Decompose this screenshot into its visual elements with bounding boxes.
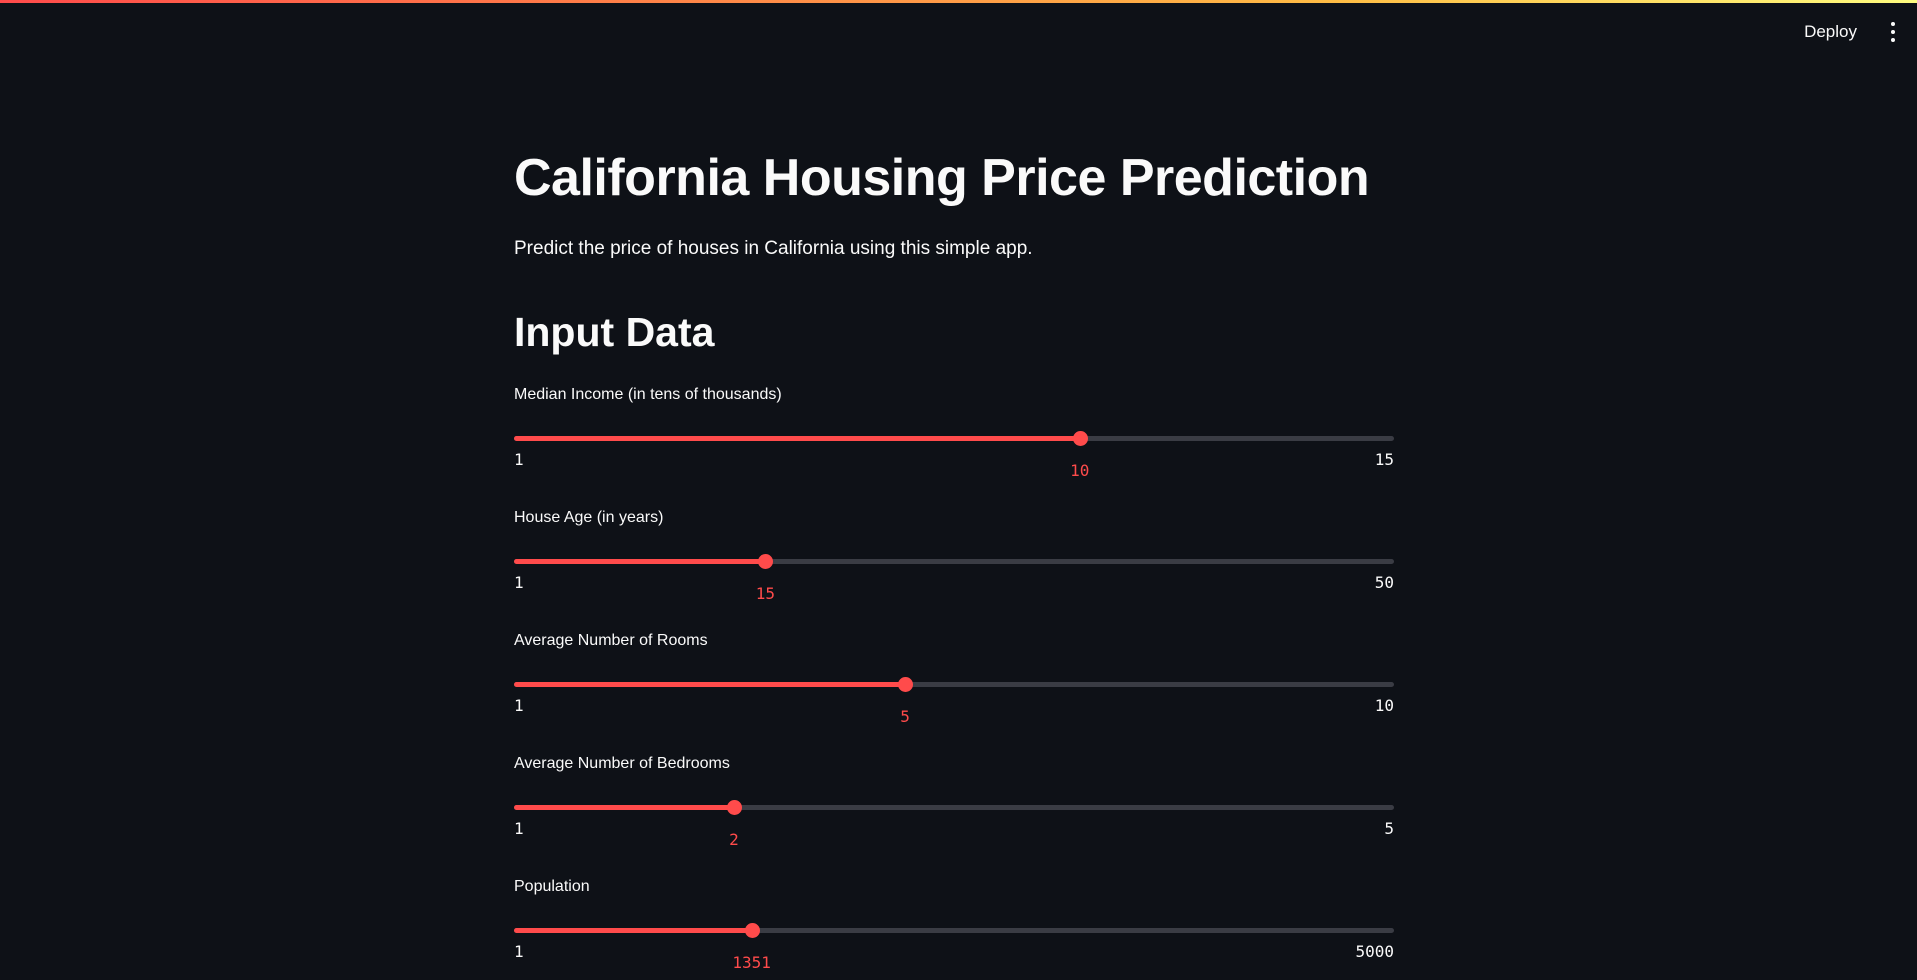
slider-min-label: 1 [514, 573, 524, 592]
page-subtitle: Predict the price of houses in Californi… [514, 238, 1033, 259]
slider-population: Population 1351 1 5000 [514, 876, 1394, 976]
slider-current-value: 2 [729, 830, 739, 849]
slider-track[interactable]: 2 [514, 800, 1394, 849]
slider-min-label: 1 [514, 450, 524, 469]
slider-min-label: 1 [514, 942, 524, 961]
slider-track[interactable]: 10 [514, 431, 1394, 480]
page-title: California Housing Price Prediction [514, 149, 1370, 207]
slider-label: Average Number of Bedrooms [514, 755, 730, 772]
slider-label: House Age (in years) [514, 509, 664, 526]
top-decoration-bar [0, 0, 1917, 3]
slider-fill [514, 805, 734, 810]
slider-thumb[interactable] [758, 554, 774, 569]
slider-fill [514, 436, 1080, 441]
slider-track[interactable]: 5 [514, 677, 1394, 726]
slider-thumb[interactable] [1072, 431, 1088, 446]
slider-current-value: 5 [900, 707, 910, 726]
slider-track[interactable]: 1351 [514, 923, 1394, 972]
slider-current-value: 10 [1070, 461, 1090, 480]
slider-track[interactable]: 15 [514, 554, 1394, 603]
slider-label: Median Income (in tens of thousands) [514, 386, 782, 403]
slider-thumb[interactable] [744, 923, 760, 938]
slider-average-bedrooms: Average Number of Bedrooms 2 1 5 [514, 753, 1394, 853]
vertical-ellipsis-icon[interactable] [1883, 20, 1903, 44]
slider-min-label: 1 [514, 819, 524, 838]
slider-house-age: House Age (in years) 15 1 50 [514, 507, 1394, 607]
slider-median-income: Median Income (in tens of thousands) 10 … [514, 384, 1394, 484]
slider-fill [514, 559, 766, 564]
slider-max-label: 10 [1374, 696, 1394, 715]
section-heading-input-data: Input Data [514, 309, 715, 355]
slider-max-label: 15 [1374, 450, 1394, 469]
slider-thumb[interactable] [898, 677, 914, 692]
app-header: Deploy [1800, 12, 1903, 52]
slider-max-label: 5 [1384, 819, 1394, 838]
slider-label: Average Number of Rooms [514, 632, 708, 649]
slider-min-label: 1 [514, 696, 524, 715]
slider-thumb[interactable] [727, 800, 742, 815]
slider-fill [514, 928, 752, 933]
slider-label: Population [514, 878, 590, 895]
deploy-button[interactable]: Deploy [1800, 16, 1861, 48]
slider-fill [514, 682, 906, 687]
slider-current-value: 15 [755, 584, 776, 603]
slider-average-rooms: Average Number of Rooms 5 1 10 [514, 630, 1394, 730]
slider-current-value: 1351 [732, 953, 771, 972]
slider-max-label: 5000 [1355, 942, 1394, 961]
slider-max-label: 50 [1374, 573, 1394, 592]
